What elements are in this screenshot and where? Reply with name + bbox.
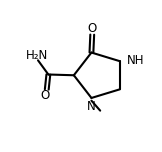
Text: H₂N: H₂N (26, 49, 48, 62)
Text: NH: NH (127, 54, 144, 67)
Text: O: O (88, 22, 97, 35)
Text: O: O (40, 89, 50, 102)
Text: N: N (87, 100, 96, 113)
